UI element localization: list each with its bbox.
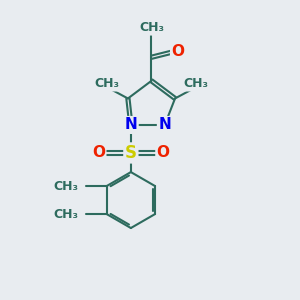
Text: O: O bbox=[172, 44, 184, 59]
Text: CH₃: CH₃ bbox=[54, 208, 79, 220]
Text: N: N bbox=[158, 118, 171, 133]
Text: CH₃: CH₃ bbox=[139, 21, 164, 34]
Text: CH₃: CH₃ bbox=[95, 77, 120, 90]
Text: S: S bbox=[125, 144, 137, 162]
Text: N: N bbox=[124, 118, 137, 133]
Text: CH₃: CH₃ bbox=[54, 180, 79, 193]
Text: CH₃: CH₃ bbox=[183, 77, 208, 90]
Text: O: O bbox=[157, 146, 170, 160]
Text: O: O bbox=[92, 146, 105, 160]
